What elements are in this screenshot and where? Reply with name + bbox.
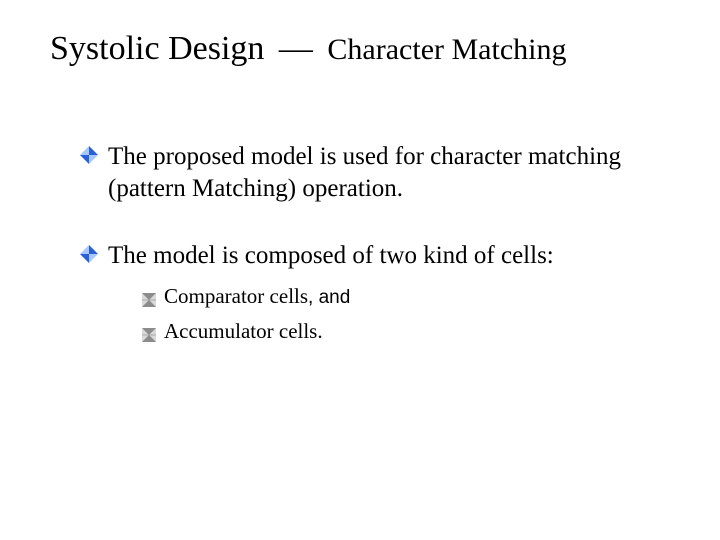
sub-bullet-item-1: Comparator cells, and — [142, 282, 670, 311]
bullet-text: The model is composed of two kind of cel… — [108, 242, 554, 269]
slide-title: Systolic Design — Character Matching — [50, 28, 670, 71]
square-bullet-icon — [142, 286, 156, 314]
sub-bullet-text: Accumulator cells. — [164, 319, 323, 343]
diamond-bullet-icon — [80, 146, 98, 164]
bullet-list-level1: The proposed model is used for character… — [80, 141, 670, 346]
sub-bullet-suffix: , and — [308, 287, 350, 308]
title-dash: — — [279, 30, 313, 67]
bullet-item-1: The proposed model is used for character… — [80, 141, 670, 206]
title-main: Systolic Design — [50, 30, 264, 67]
sub-bullet-item-2: Accumulator cells. — [142, 317, 670, 346]
bullet-item-2: The model is composed of two kind of cel… — [80, 240, 670, 346]
square-bullet-icon — [142, 321, 156, 349]
bullet-list-level2: Comparator cells, and Accumulator cells. — [142, 282, 670, 345]
diamond-bullet-icon — [80, 245, 98, 263]
bullet-text: The proposed model is used for character… — [108, 143, 621, 203]
slide: Systolic Design — Character Matching The… — [0, 0, 720, 540]
title-sub: Character Matching — [327, 33, 566, 66]
sub-bullet-text: Comparator cells — [164, 284, 308, 308]
